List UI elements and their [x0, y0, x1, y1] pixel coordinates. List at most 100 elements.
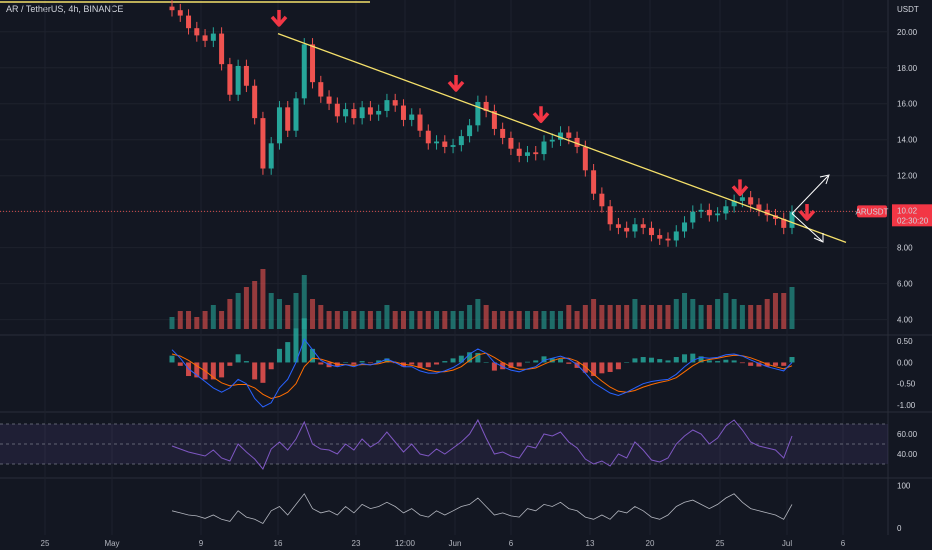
- rsi-line: [171, 418, 793, 470]
- volume-bar: [293, 293, 299, 329]
- macd-histogram-bar: [367, 362, 373, 364]
- macd-signal-line: [171, 352, 793, 400]
- volume-bar: [301, 275, 307, 329]
- volume-bar: [235, 293, 241, 329]
- candle-body: [781, 218, 787, 228]
- volume-bar: [715, 299, 721, 329]
- price-axis-tick: 14.00: [897, 136, 918, 145]
- time-axis-tick: 25: [41, 539, 50, 548]
- macd-histogram-bar: [376, 360, 382, 363]
- volume-bar: [665, 305, 671, 329]
- candle-body: [334, 103, 340, 117]
- macd-histogram-bar: [772, 362, 778, 366]
- volume-bar: [210, 305, 216, 329]
- macd-histogram-bar: [640, 357, 646, 363]
- volume-bar: [648, 305, 654, 329]
- volume-bar: [781, 293, 787, 329]
- volume-bar: [343, 311, 349, 329]
- macd-histogram-bar: [665, 360, 671, 363]
- candle-body: [293, 98, 299, 131]
- volume-bar: [276, 299, 282, 329]
- volume-bar: [541, 311, 547, 329]
- candle-body: [400, 105, 406, 120]
- volume-bar: [731, 299, 737, 329]
- volume-bar: [202, 311, 208, 329]
- time-axis-tick: Jul: [782, 539, 792, 548]
- price-axis-unit: USDT: [897, 5, 919, 14]
- candle-body: [673, 231, 679, 241]
- candle-body: [351, 109, 357, 119]
- candle-body: [483, 101, 489, 111]
- macd-histogram-bar: [690, 353, 696, 363]
- macd-histogram-bar: [169, 355, 175, 363]
- time-axis-tick: Jun: [449, 539, 462, 548]
- volume-bar: [252, 281, 258, 329]
- volume-bar: [268, 293, 274, 329]
- candle-body: [640, 224, 646, 228]
- macd-histogram-bar: [566, 362, 572, 364]
- macd-histogram-bar: [682, 354, 688, 363]
- volume-bar: [682, 293, 688, 329]
- rsi-axis-tick: 40.00: [897, 450, 918, 459]
- candle-body: [764, 209, 770, 216]
- candle-body: [731, 200, 737, 207]
- macd-histogram-bar: [409, 362, 415, 365]
- candle-body: [202, 35, 208, 41]
- macd-axis-tick: 0.50: [897, 337, 913, 346]
- candle-body: [682, 222, 688, 232]
- macd-histogram-bar: [268, 362, 274, 370]
- volume-bar: [615, 305, 621, 329]
- volume-bar: [491, 311, 497, 329]
- last-price-tag: [892, 204, 932, 227]
- resistance-arrow-icon: [270, 9, 288, 27]
- last-price-countdown: 02:30:20: [897, 216, 929, 225]
- candle-body: [516, 148, 522, 156]
- candle-body: [566, 132, 572, 138]
- oscillator-line: [171, 493, 793, 525]
- projection-up-head: [819, 174, 830, 185]
- volume-bar: [533, 311, 539, 329]
- arrow-head: [447, 80, 465, 92]
- macd-histogram-bar: [648, 357, 654, 363]
- volume-bar: [417, 311, 423, 329]
- macd-histogram-bar: [252, 362, 258, 380]
- candle-body: [227, 64, 233, 95]
- candle-body: [367, 107, 373, 115]
- macd-histogram-bar: [260, 362, 266, 383]
- macd-histogram-bar: [243, 361, 249, 363]
- volume-bar: [392, 311, 398, 329]
- macd-histogram-bar: [731, 360, 737, 363]
- macd-histogram-bar: [343, 362, 349, 363]
- candle-body: [450, 145, 456, 147]
- oscillator-axis-tick: 100: [897, 481, 911, 490]
- macd-histogram-bar: [235, 354, 241, 363]
- macd-line: [171, 338, 793, 408]
- arrow-head: [798, 209, 816, 221]
- macd-histogram-bar: [533, 360, 539, 363]
- volume-bar: [285, 305, 291, 329]
- candle-body: [624, 227, 630, 232]
- macd-histogram-bar: [434, 362, 440, 365]
- time-axis-tick: 20: [646, 539, 655, 548]
- rsi-axis-tick: 60.00: [897, 430, 918, 439]
- time-axis-tick: 12:00: [395, 539, 416, 548]
- macd-histogram-bar: [706, 360, 712, 363]
- macd-histogram-bar: [219, 362, 225, 378]
- time-axis-tick: May: [104, 539, 119, 548]
- volume-bar: [367, 311, 373, 329]
- candle-body: [252, 85, 258, 119]
- macd-histogram-bar: [789, 357, 795, 363]
- volume-bar: [334, 311, 340, 329]
- candle-body: [558, 132, 564, 140]
- macd-histogram-bar: [467, 352, 473, 363]
- macd-histogram-bar: [351, 362, 357, 365]
- candle-body: [467, 125, 473, 137]
- macd-histogram-bar: [582, 362, 588, 373]
- candle-body: [458, 136, 464, 146]
- macd-histogram-bar: [491, 362, 497, 371]
- candle-body: [260, 118, 266, 169]
- resistance-arrow-icon: [532, 106, 550, 123]
- volume-bar: [227, 299, 233, 329]
- macd-histogram-bar: [194, 362, 200, 378]
